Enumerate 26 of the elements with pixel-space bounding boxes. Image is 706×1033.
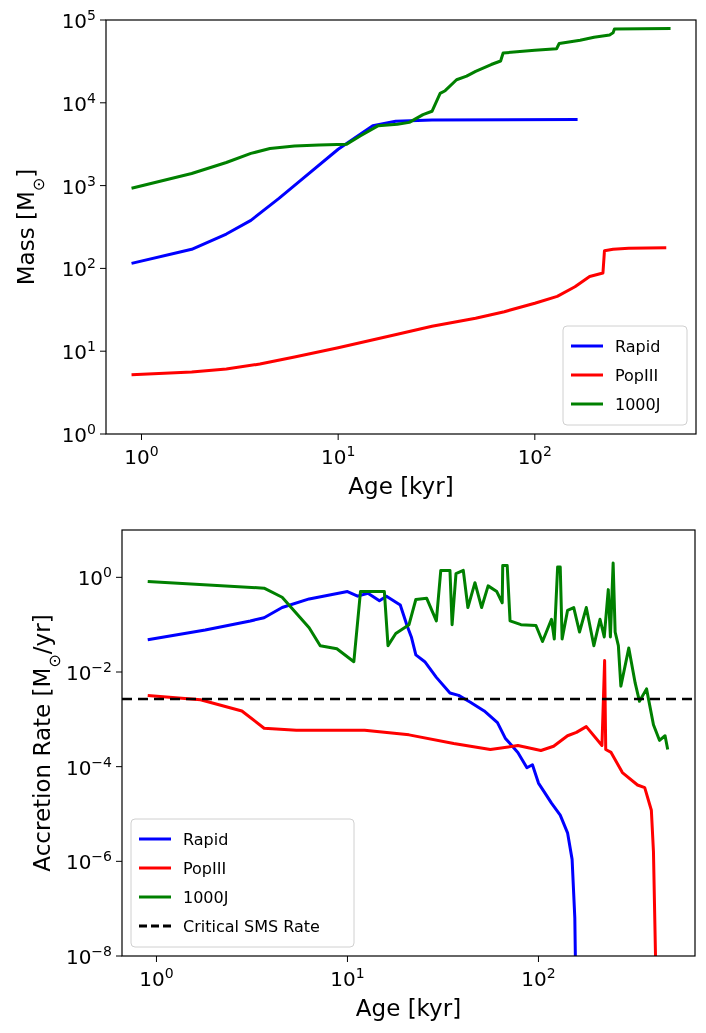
legend-label: 1000J [615, 395, 661, 414]
y-tick-label: 10$^{4}$ [61, 89, 97, 116]
x-tick-label: 10$^{1}$ [320, 443, 356, 469]
x-tick-label: 10$^{0}$ [124, 443, 159, 469]
x-tick-label: 10$^{2}$ [521, 965, 556, 991]
y-tick-label: 10$^{−8}$ [65, 943, 112, 969]
legend-label: 1000J [183, 888, 229, 907]
y-tick-label: 10$^{0}$ [77, 564, 112, 591]
y-tick-label: 10$^{−4}$ [65, 753, 113, 780]
y-tick-label: 10$^{−2}$ [65, 659, 112, 685]
y-tick-label: 10$^{−6}$ [65, 848, 113, 875]
y-tick-label: 10$^{5}$ [61, 7, 96, 33]
legend-label: Critical SMS Rate [183, 917, 320, 936]
x-tick-label: 10$^{0}$ [139, 965, 174, 991]
legend-label: Rapid [615, 337, 661, 356]
legend-label: PopIII [183, 859, 227, 878]
x-axis-title: Age [kyr] [348, 473, 454, 499]
y-tick-label: 10$^{1}$ [61, 338, 96, 365]
x-tick-label: 10$^{1}$ [330, 965, 365, 991]
x-tick-label: 10$^{2}$ [517, 443, 553, 469]
y-tick-label: 10$^{0}$ [61, 421, 96, 447]
y-tick-label: 10$^{3}$ [61, 172, 96, 199]
y-tick-label: 10$^{2}$ [61, 255, 96, 282]
legend-label: PopIII [615, 366, 659, 385]
legend-label: Rapid [183, 830, 229, 849]
x-axis-title: Age [kyr] [355, 995, 462, 1021]
